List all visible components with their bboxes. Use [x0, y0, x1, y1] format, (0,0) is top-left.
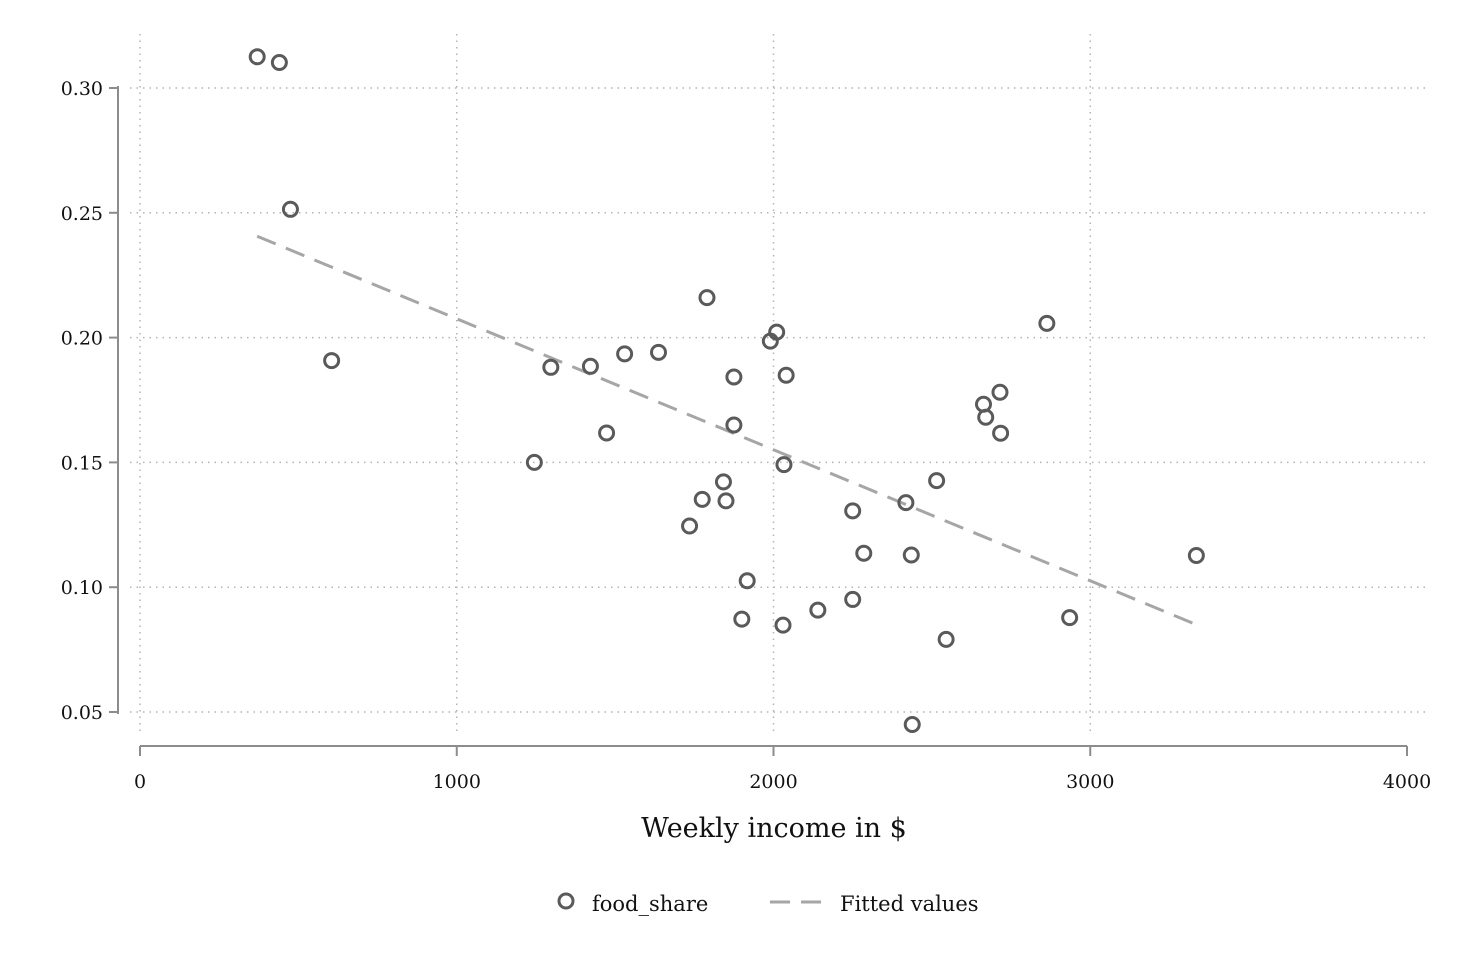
data-point: [725, 416, 743, 434]
data-point: [1038, 314, 1056, 332]
data-point: [717, 492, 735, 510]
data-point: [775, 456, 793, 474]
data-point: [1061, 609, 1079, 627]
data-point: [714, 473, 732, 491]
axes: [117, 86, 1407, 747]
data-point: [777, 366, 795, 384]
data-point: [542, 358, 560, 376]
y-tick-label: 0.20: [61, 328, 103, 350]
data-point: [681, 517, 699, 535]
data-point: [903, 715, 921, 733]
legend-marker-food-share: [557, 892, 575, 910]
data-point: [844, 590, 862, 608]
data-point: [902, 546, 920, 564]
legend-label-food-share: food_share: [592, 892, 708, 916]
x-tick-label: 1000: [433, 771, 481, 793]
data-point: [809, 601, 827, 619]
fitted-values-layer: [256, 234, 1197, 627]
data-point: [992, 424, 1010, 442]
data-point: [323, 352, 341, 370]
x-axis-title: Weekly income in $: [641, 813, 907, 844]
data-point: [733, 610, 751, 628]
data-point: [844, 502, 862, 520]
data-point: [897, 494, 915, 512]
y-tick-label: 0.30: [61, 78, 103, 100]
y-tick-label: 0.15: [61, 452, 103, 474]
y-tick-label: 0.05: [61, 702, 103, 724]
data-point: [768, 323, 786, 341]
data-point: [855, 544, 873, 562]
data-point: [1187, 547, 1205, 565]
legend-label-fitted-values: Fitted values: [840, 892, 979, 916]
y-axis-ticks: 0.05 0.10 0.15 0.20 0.25 0.30: [61, 78, 118, 724]
food-share-points: [248, 48, 1205, 733]
data-point: [977, 408, 995, 426]
x-tick-label: 2000: [749, 771, 797, 793]
x-tick-label: 0: [134, 771, 146, 793]
x-axis-ticks: 0 1000 2000 3000 4000: [134, 746, 1431, 793]
data-point: [616, 345, 634, 363]
data-point: [738, 572, 756, 590]
y-tick-label: 0.25: [61, 203, 103, 225]
data-point: [270, 54, 288, 72]
fitted-values-line: [256, 234, 1197, 627]
data-point: [281, 200, 299, 218]
y-tick-label: 0.10: [61, 577, 103, 599]
data-point: [991, 383, 1009, 401]
data-point: [725, 368, 743, 386]
legend: food_share Fitted values: [557, 892, 979, 916]
data-point: [581, 357, 599, 375]
data-point: [650, 343, 668, 361]
data-point: [598, 424, 616, 442]
data-point: [937, 630, 955, 648]
data-point: [248, 48, 266, 66]
data-point: [698, 289, 716, 307]
data-point: [928, 472, 946, 490]
x-tick-label: 4000: [1383, 771, 1431, 793]
grid-lines: [130, 34, 1425, 736]
x-tick-label: 3000: [1066, 771, 1114, 793]
data-point: [525, 453, 543, 471]
data-point: [774, 616, 792, 634]
data-point: [693, 490, 711, 508]
